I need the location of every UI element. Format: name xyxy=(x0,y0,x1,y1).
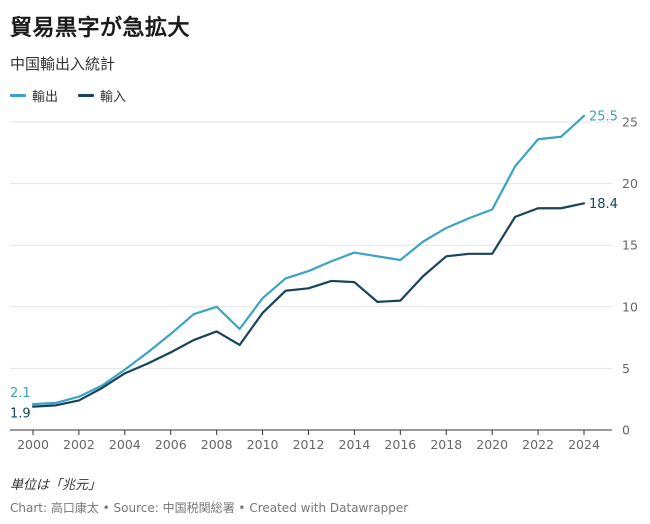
x-tick-label-2006: 2006 xyxy=(155,437,187,452)
legend-item-import: 輸入 xyxy=(78,86,126,105)
legend-label-export: 輸出 xyxy=(32,90,59,105)
x-tick-label-2008: 2008 xyxy=(201,437,233,452)
legend-swatch-import xyxy=(78,94,95,97)
x-tick-label-2000: 2000 xyxy=(17,437,49,452)
series-line-import xyxy=(31,202,586,408)
x-tick-label-2018: 2018 xyxy=(430,437,462,452)
x-tick-label-2002: 2002 xyxy=(63,437,95,452)
unit-note: 単位は「兆元」 xyxy=(10,478,102,493)
x-tick-label-2014: 2014 xyxy=(339,437,371,452)
start-label-export: 2.1 xyxy=(10,386,31,401)
value-labels: 25.5 2.1 18.4 1.9 xyxy=(10,109,618,421)
y-axis-tick-labels: 0 5 10 15 20 25 xyxy=(622,115,638,438)
y-tick-label-10: 10 xyxy=(622,299,638,314)
x-axis: 2000 2002 2004 2006 2008 2010 2012 2014 2016 2018… xyxy=(10,429,612,452)
source-credit: Chart: 高口康太 • Source: 中国税関総署 • Created w… xyxy=(10,501,409,515)
legend: 輸出 輸入 xyxy=(10,86,146,105)
chart-title: 貿易黒字が急拡大 xyxy=(10,16,191,41)
y-tick-label-25: 25 xyxy=(622,115,638,130)
end-label-export: 25.5 xyxy=(589,109,618,124)
end-label-import: 18.4 xyxy=(589,197,618,212)
series-line-export xyxy=(31,114,586,406)
x-tick-label-2024: 2024 xyxy=(568,437,600,452)
y-tick-label-0: 0 xyxy=(622,423,630,438)
y-tick-label-15: 15 xyxy=(622,238,638,253)
x-tick-label-2022: 2022 xyxy=(522,437,554,452)
legend-item-export: 輸出 xyxy=(10,86,58,105)
x-tick-label-2010: 2010 xyxy=(247,437,279,452)
start-label-import: 1.9 xyxy=(10,407,31,422)
series-lines xyxy=(31,114,586,408)
x-tick-label-2016: 2016 xyxy=(384,437,416,452)
y-tick-label-5: 5 xyxy=(622,361,630,376)
x-tick-label-2012: 2012 xyxy=(293,437,325,452)
chart-subtitle: 中国輸出入統計 xyxy=(10,55,116,73)
x-tick-label-2004: 2004 xyxy=(109,437,141,452)
grid-lines xyxy=(10,121,612,369)
x-tick-label-2020: 2020 xyxy=(476,437,508,452)
legend-swatch-export xyxy=(10,94,26,97)
y-tick-label-20: 20 xyxy=(622,176,638,191)
legend-label-import: 輸入 xyxy=(100,90,127,105)
